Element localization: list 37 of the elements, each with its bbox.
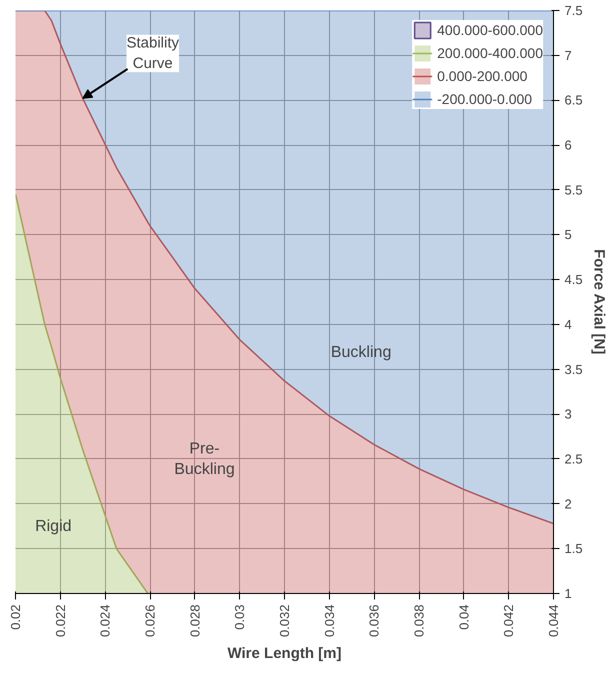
- legend-label: 0.000-200.000: [437, 68, 528, 84]
- x-tick-label: 0.042: [501, 604, 516, 638]
- y-tick-label: 2.5: [564, 451, 583, 466]
- y-tick-label: 6: [564, 138, 572, 153]
- y-tick-label: 1.5: [564, 541, 583, 556]
- legend-label: 400.000-600.000: [437, 22, 543, 38]
- x-tick-label: 0.032: [277, 604, 292, 638]
- y-tick-label: 3.5: [564, 362, 583, 377]
- x-tick-label: 0.026: [142, 604, 158, 638]
- x-axis-title: Wire Length [m]: [227, 645, 342, 662]
- legend-label: -200.000-0.000: [437, 91, 532, 107]
- y-tick-label: 5.5: [564, 182, 583, 198]
- y-tick-label: 1: [564, 586, 572, 601]
- annotation: Buckling: [330, 344, 392, 362]
- x-tick-label: 0.034: [322, 604, 337, 638]
- x-tick-label: 0.044: [546, 604, 561, 638]
- y-tick-label: 7: [564, 48, 572, 63]
- x-tick-label: 0.04: [456, 604, 472, 630]
- y-tick-label: 6.5: [564, 92, 583, 108]
- y-tick-label: 2: [564, 496, 572, 512]
- y-tick-label: 4.5: [564, 272, 583, 288]
- annotation: Pre- Buckling: [174, 440, 235, 478]
- y-axis-title: Force Axial [N]: [590, 249, 608, 354]
- annotation: Rigid: [35, 518, 72, 535]
- x-tick-label: 0.03: [232, 604, 248, 630]
- x-tick-label: 0.022: [52, 604, 68, 638]
- x-tick-label: 0.024: [98, 604, 113, 638]
- y-tick-label: 5: [564, 227, 572, 242]
- y-tick-label: 3: [564, 406, 572, 422]
- x-tick-label: 0.028: [187, 604, 202, 638]
- x-tick-label: 0.02: [8, 604, 23, 630]
- x-tick-label: 0.036: [366, 604, 382, 638]
- legend-label: 200.000-400.000: [437, 45, 543, 61]
- annotation: Stability Curve: [126, 34, 180, 72]
- x-tick-label: 0.038: [412, 604, 426, 638]
- y-tick-label: 7.5: [564, 3, 583, 18]
- y-tick-label: 4: [564, 316, 572, 332]
